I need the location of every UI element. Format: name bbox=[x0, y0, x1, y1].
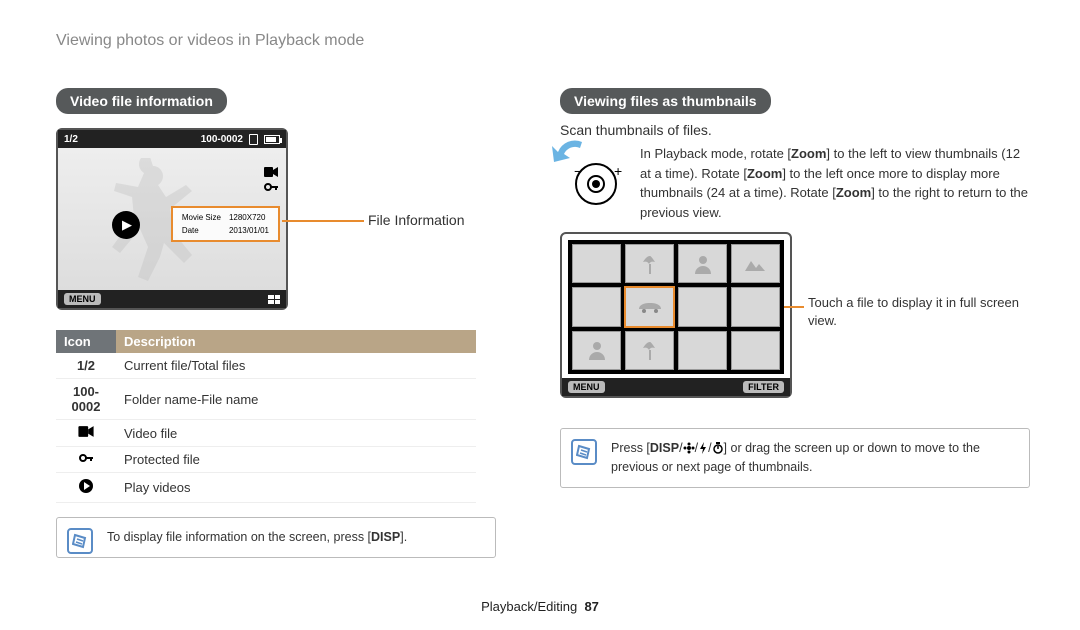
thumbnail-cell[interactable] bbox=[678, 287, 727, 326]
palm-icon bbox=[638, 254, 662, 274]
desc-cell: Video file bbox=[116, 420, 476, 447]
note-text: To display file information on the scree… bbox=[107, 530, 407, 544]
video-bottombar: MENU bbox=[58, 290, 286, 308]
zoom-dial-icon: − + bbox=[560, 144, 628, 212]
table-row: 100-0002 Folder name-File name bbox=[56, 379, 476, 420]
thumbnail-screenshot: MENU FILTER bbox=[560, 232, 792, 398]
thumbnail-screenshot-wrap: MENU FILTER Touch a file to display it i… bbox=[560, 232, 1030, 398]
page-footer: Playback/Editing 87 bbox=[0, 599, 1080, 614]
right-column: Viewing files as thumbnails Scan thumbna… bbox=[560, 88, 1030, 488]
battery-icon bbox=[264, 135, 280, 144]
note-icon bbox=[571, 439, 597, 465]
note-icon bbox=[67, 528, 93, 554]
section-heading-left: Video file information bbox=[56, 88, 227, 114]
sd-card-icon bbox=[249, 134, 258, 145]
person-icon bbox=[585, 340, 609, 360]
icon-description-table: Icon Description 1/2 Current file/Total … bbox=[56, 330, 476, 503]
key-icon bbox=[264, 181, 278, 193]
thumbnail-cell-selected[interactable] bbox=[625, 287, 674, 326]
zoom-instructions: In Playback mode, rotate [Zoom] to the l… bbox=[640, 144, 1030, 222]
icon-cell bbox=[56, 420, 116, 447]
video-body: ▶ Movie Size1280X720 Date2013/01/01 bbox=[58, 148, 286, 290]
zoom-block: − + In Playback mode, rotate [Zoom] to t… bbox=[560, 144, 1030, 222]
thumbnail-cell[interactable] bbox=[625, 331, 674, 370]
thumbnail-cell[interactable] bbox=[625, 244, 674, 283]
section-heading-right: Viewing files as thumbnails bbox=[560, 88, 771, 114]
menu-button[interactable]: MENU bbox=[568, 381, 605, 393]
table-row: Video file bbox=[56, 420, 476, 447]
desc-cell: Current file/Total files bbox=[116, 353, 476, 379]
svg-text:+: + bbox=[614, 163, 622, 179]
table-row: Play videos bbox=[56, 473, 476, 503]
note-box-right: Press [DISP///] or drag the screen up or… bbox=[560, 428, 1030, 488]
video-side-icons bbox=[264, 166, 278, 193]
person-icon bbox=[691, 254, 715, 274]
thumbnail-cell[interactable] bbox=[731, 331, 780, 370]
callout-touch-file: Touch a file to display it in full scree… bbox=[808, 294, 1038, 330]
icon-cell bbox=[56, 473, 116, 503]
file-info-overlay: Movie Size1280X720 Date2013/01/01 bbox=[171, 206, 280, 242]
table-row: Protected file bbox=[56, 447, 476, 473]
flash-icon bbox=[698, 442, 708, 454]
thumbnail-cell[interactable] bbox=[678, 244, 727, 283]
icon-cell: 100-0002 bbox=[56, 379, 116, 420]
thumbnail-cell[interactable] bbox=[731, 244, 780, 283]
play-icon bbox=[78, 478, 94, 494]
table-head-icon: Icon bbox=[56, 330, 116, 353]
callout-line bbox=[282, 220, 364, 222]
page-title: Viewing photos or videos in Playback mod… bbox=[56, 32, 364, 50]
video-topbar: 1/2 100-0002 bbox=[58, 130, 286, 148]
thumbnail-grid bbox=[568, 240, 784, 374]
subtitle: Scan thumbnails of files. bbox=[560, 122, 1030, 138]
thumbnail-cell[interactable] bbox=[572, 331, 621, 370]
video-file-icon bbox=[264, 166, 278, 178]
callout-file-information: File Information bbox=[368, 212, 464, 228]
car-icon bbox=[635, 299, 665, 315]
timer-icon bbox=[712, 442, 724, 454]
flower-icon bbox=[683, 442, 695, 454]
icon-cell bbox=[56, 447, 116, 473]
thumbnail-cell[interactable] bbox=[678, 331, 727, 370]
menu-button[interactable]: MENU bbox=[64, 293, 101, 305]
desc-cell: Protected file bbox=[116, 447, 476, 473]
thumbnail-cell[interactable] bbox=[572, 244, 621, 283]
thumbnail-cell[interactable] bbox=[572, 287, 621, 326]
table-head-description: Description bbox=[116, 330, 476, 353]
table-row: 1/2 Current file/Total files bbox=[56, 353, 476, 379]
file-id: 100-0002 bbox=[201, 134, 243, 145]
footer-section: Playback/Editing bbox=[481, 599, 577, 614]
page-number: 87 bbox=[584, 599, 598, 614]
video-file-icon bbox=[78, 425, 94, 438]
rotate-arrow-icon bbox=[552, 138, 590, 168]
play-button[interactable]: ▶ bbox=[112, 211, 140, 239]
thumbnail-bottombar: MENU FILTER bbox=[562, 378, 790, 396]
desc-cell: Play videos bbox=[116, 473, 476, 503]
palm-icon bbox=[638, 340, 662, 360]
note-text: Press [DISP///] or drag the screen up or… bbox=[611, 441, 980, 474]
key-icon bbox=[77, 452, 95, 464]
desc-cell: Folder name-File name bbox=[116, 379, 476, 420]
video-file-screenshot: 1/2 100-0002 ▶ Movie Size12 bbox=[56, 128, 288, 310]
file-counter: 1/2 bbox=[64, 134, 78, 145]
callout-line bbox=[784, 306, 804, 308]
icon-cell: 1/2 bbox=[56, 353, 116, 379]
note-box-left: To display file information on the scree… bbox=[56, 517, 496, 558]
filter-button[interactable]: FILTER bbox=[743, 381, 784, 393]
left-column: Video file information 1/2 100-0002 bbox=[56, 88, 496, 558]
thumbnail-cell[interactable] bbox=[731, 287, 780, 326]
mountain-icon bbox=[743, 255, 769, 273]
grid-icon[interactable] bbox=[268, 295, 280, 304]
